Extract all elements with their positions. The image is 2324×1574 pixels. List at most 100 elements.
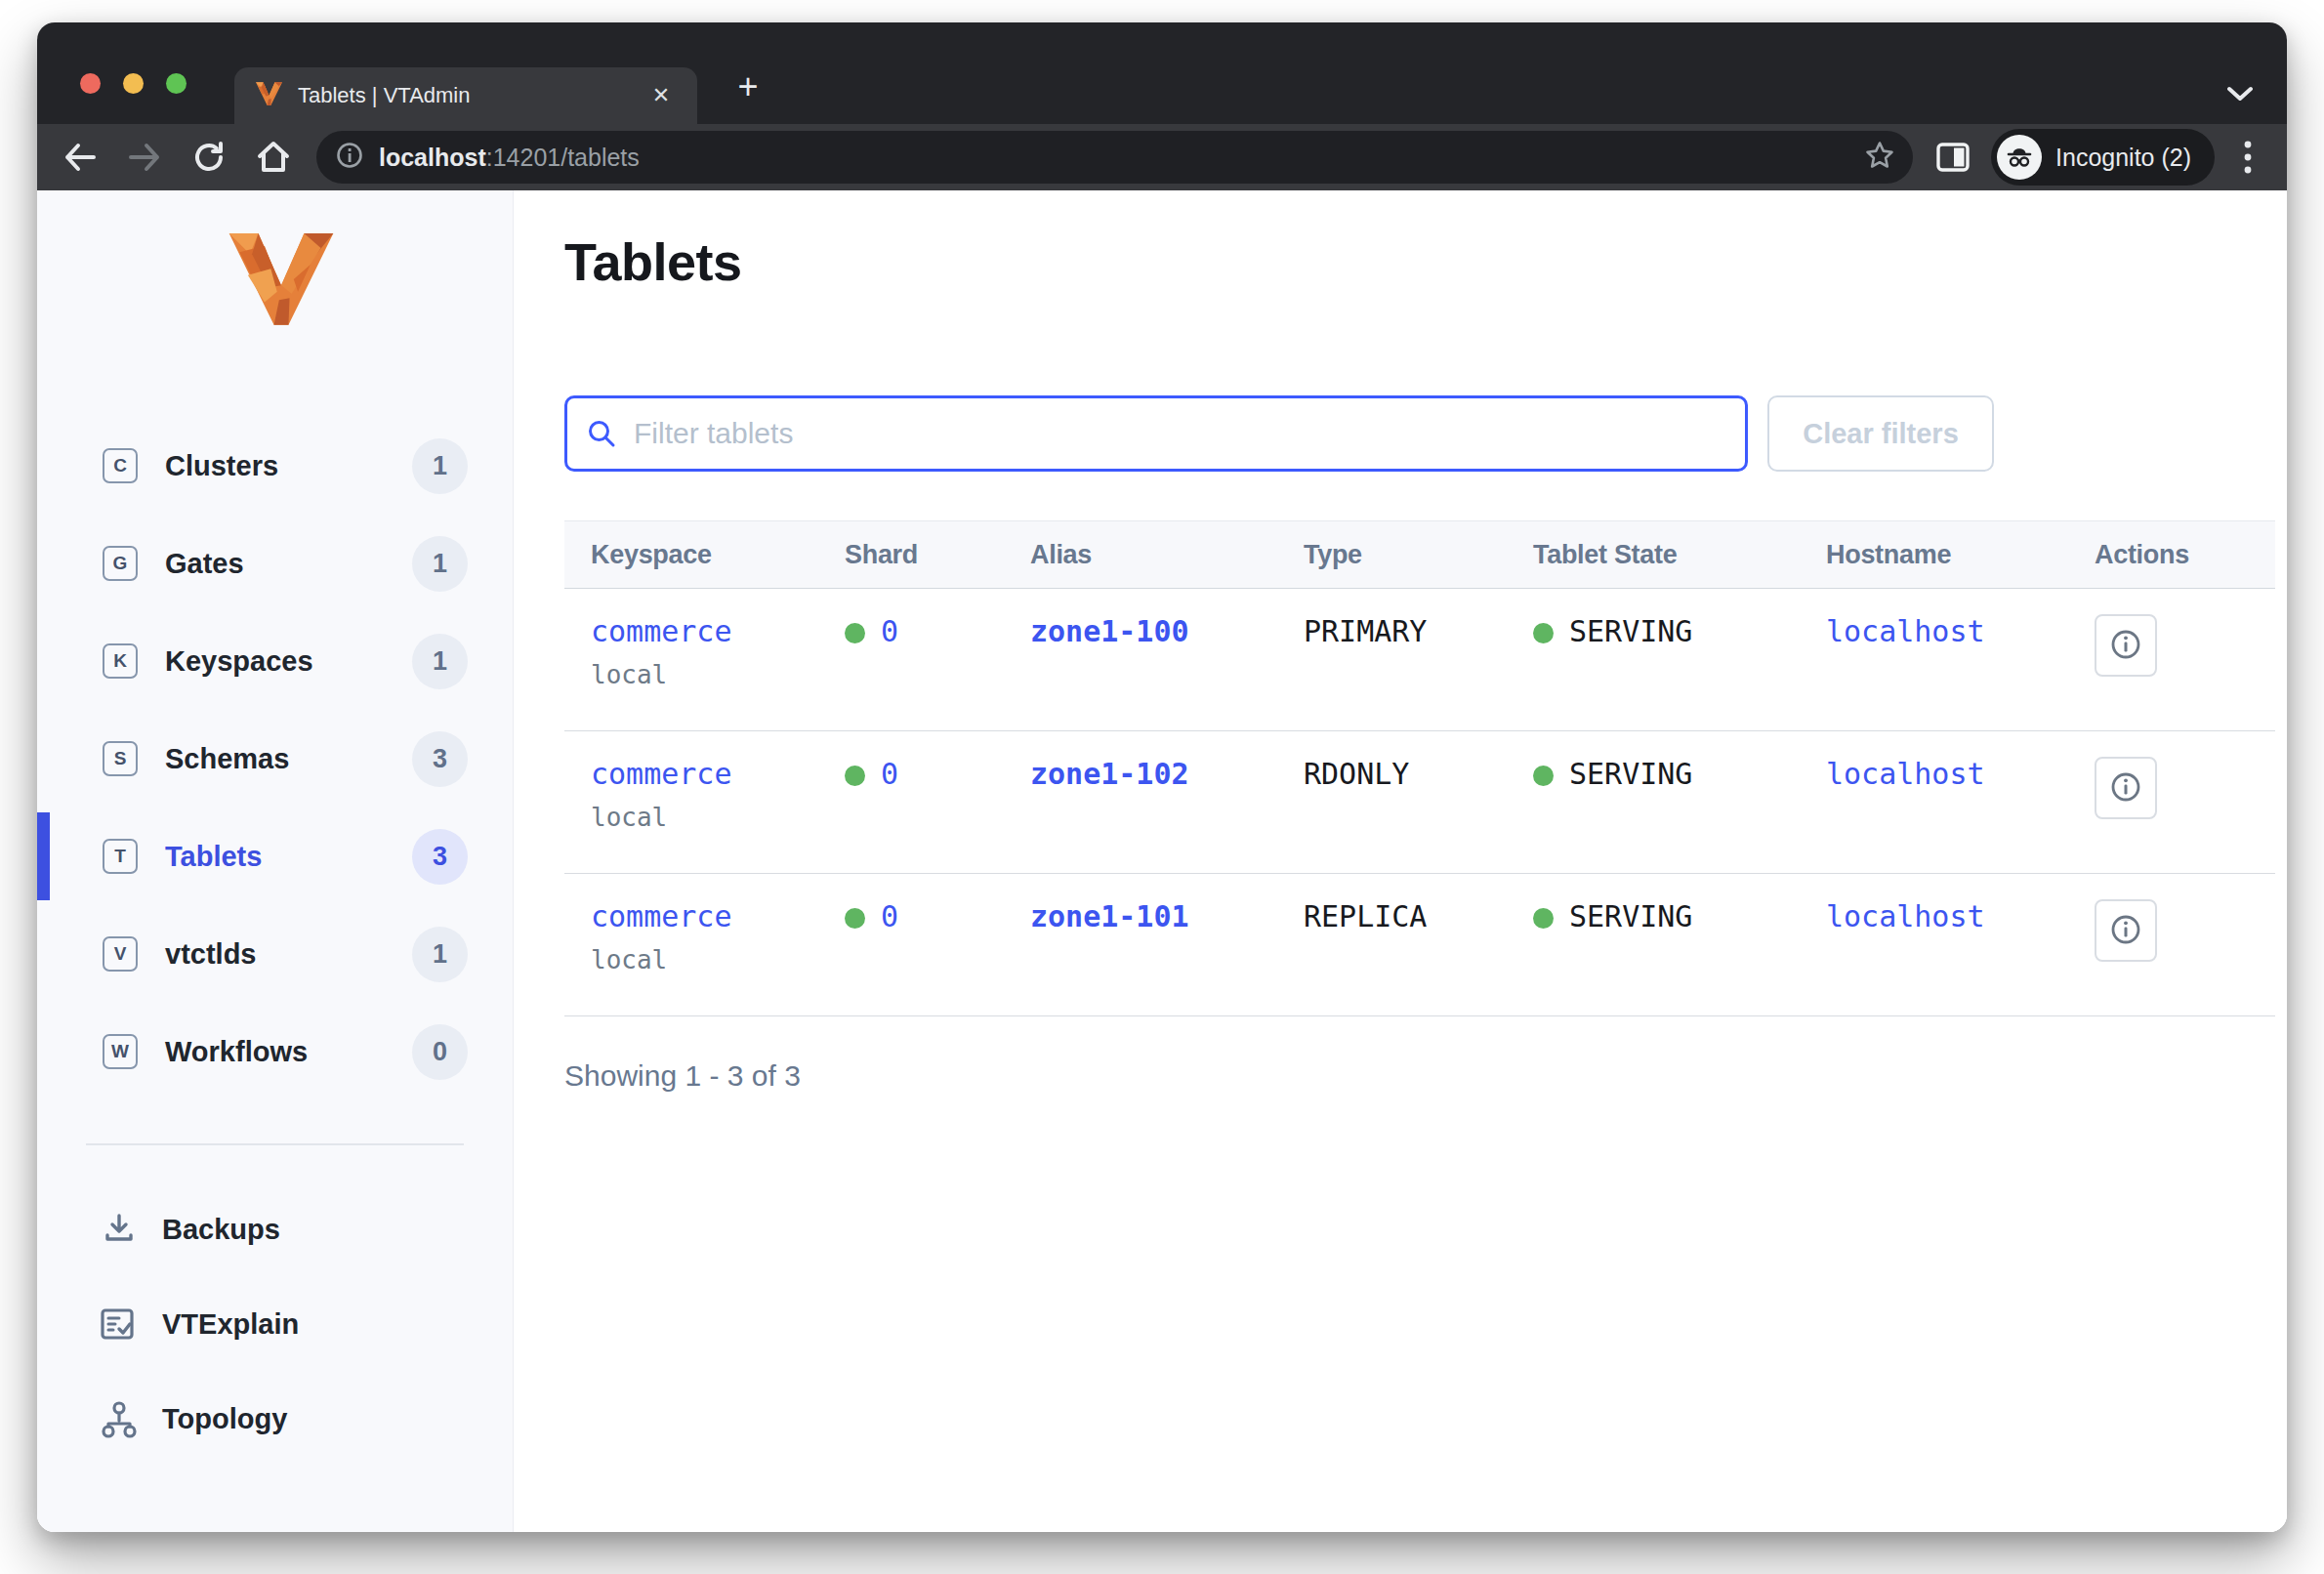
sidebar-item-gates[interactable]: GGates1 — [37, 515, 513, 612]
column-header: Hostname — [1800, 540, 2068, 570]
download-icon — [99, 1213, 140, 1248]
schemas-letter-icon: S — [103, 741, 138, 776]
actions-cell — [2068, 614, 2275, 677]
browser-tab[interactable]: Tablets | VTAdmin ✕ — [234, 67, 697, 124]
results-count: Showing 1 - 3 of 3 — [564, 1059, 801, 1093]
new-tab-button[interactable]: + — [726, 65, 769, 108]
side-panel-icon[interactable] — [1930, 136, 1975, 179]
sidebar-item-schemas[interactable]: SSchemas3 — [37, 710, 513, 808]
count-badge: 3 — [412, 829, 468, 885]
cluster-label: local — [591, 660, 818, 689]
sidebar-item-vtctlds[interactable]: Vvtctlds1 — [37, 905, 513, 1003]
reload-button[interactable] — [187, 136, 230, 179]
minimize-window-button[interactable] — [123, 73, 144, 94]
info-icon — [2109, 913, 2142, 949]
column-header: Keyspace — [564, 540, 818, 570]
shard-link[interactable]: 0 — [881, 614, 898, 648]
type-cell: REPLICA — [1277, 899, 1507, 933]
state-cell: SERVING — [1507, 614, 1800, 648]
incognito-icon — [1997, 135, 2042, 180]
sidebar-item-label: Workflows — [165, 1036, 308, 1068]
sidebar-item-tablets[interactable]: TTablets3 — [37, 808, 513, 905]
sidebar-item-keyspaces[interactable]: KKeyspaces1 — [37, 612, 513, 710]
table-body: commerce local 0 zone1-100 PRIMARY SERVING loc… — [564, 589, 2275, 1016]
filter-tablets-input[interactable] — [564, 395, 1748, 472]
sidebar-item-label: Clusters — [165, 450, 278, 482]
keyspace-cell: commercelocal — [564, 757, 818, 832]
alias-link[interactable]: zone1-100 — [1030, 614, 1189, 648]
tablet-type: PRIMARY — [1304, 614, 1427, 648]
clusters-letter-icon: C — [103, 448, 138, 483]
tablet-type: RDONLY — [1304, 757, 1409, 791]
close-window-button[interactable] — [80, 73, 101, 94]
back-button[interactable] — [59, 136, 102, 179]
page-content: CClusters1GGates1KKeyspaces1SSchemas3TTa… — [37, 190, 2287, 1532]
shard-link[interactable]: 0 — [881, 899, 898, 933]
browser-window: Tablets | VTAdmin ✕ + — [37, 22, 2287, 1532]
vitess-logo[interactable] — [227, 233, 336, 331]
type-cell: RDONLY — [1277, 757, 1507, 791]
clear-filters-button[interactable]: Clear filters — [1767, 395, 1994, 472]
search-icon — [586, 418, 617, 453]
column-header: Type — [1277, 540, 1507, 570]
shard-status-dot — [845, 766, 865, 786]
count-badge: 1 — [412, 438, 468, 494]
bookmark-star-icon[interactable] — [1864, 140, 1895, 175]
forward-button[interactable] — [123, 136, 166, 179]
sidebar-item-label: Backups — [162, 1214, 280, 1246]
shard-link[interactable]: 0 — [881, 757, 898, 791]
alias-link[interactable]: zone1-101 — [1030, 899, 1189, 933]
hostname-link[interactable]: localhost — [1826, 757, 1985, 791]
tablet-info-button[interactable] — [2095, 899, 2157, 962]
tablets-table: KeyspaceShardAliasTypeTablet StateHostna… — [564, 520, 2275, 1016]
tablet-info-button[interactable] — [2095, 757, 2157, 819]
column-header: Alias — [1004, 540, 1277, 570]
keyspace-link[interactable]: commerce — [591, 899, 732, 933]
info-icon — [2109, 770, 2142, 807]
tablet-info-button[interactable] — [2095, 614, 2157, 677]
keyspace-cell: commerce local — [564, 614, 818, 689]
sidebar-item-clusters[interactable]: C Clusters 1 — [37, 417, 513, 515]
sidebar-item-workflows[interactable]: WWorkflows0 — [37, 1003, 513, 1100]
serving-status-dot — [1533, 908, 1554, 929]
tab-title: Tablets | VTAdmin — [298, 83, 629, 108]
tablet-state: SERVING — [1569, 614, 1692, 648]
sidebar-item-backups[interactable]: Backups — [37, 1182, 513, 1277]
tablet-type: REPLICA — [1304, 899, 1427, 933]
keyspace-link[interactable]: commerce — [591, 757, 732, 791]
filter-controls: Clear filters — [564, 395, 1994, 472]
sidebar-item-label: Keyspaces — [165, 645, 313, 678]
sidebar-item-label: VTExplain — [162, 1308, 299, 1341]
hostname-cell: localhost — [1800, 757, 2068, 791]
sidebar-divider — [86, 1143, 464, 1145]
tab-close-icon[interactable]: ✕ — [644, 79, 678, 112]
document-check-icon — [99, 1307, 140, 1343]
count-badge: 1 — [412, 927, 468, 982]
state-cell: SERVING — [1507, 757, 1800, 791]
alias-cell: zone1-101 — [1004, 899, 1277, 933]
count-badge: 1 — [412, 536, 468, 592]
sidebar-item-vtexplain[interactable]: VTExplain — [37, 1277, 513, 1372]
sidebar-item-topology[interactable]: Topology — [37, 1372, 513, 1467]
sidebar-item-label: Schemas — [165, 743, 289, 775]
hostname-link[interactable]: localhost — [1826, 899, 1985, 933]
actions-cell — [2068, 899, 2275, 962]
count-badge: 1 — [412, 634, 468, 689]
column-header: Actions — [2068, 540, 2275, 570]
sidebar-item-label: Topology — [162, 1403, 287, 1435]
site-info-icon[interactable] — [336, 142, 363, 173]
vtctlds-letter-icon: V — [103, 936, 138, 972]
browser-menu-icon[interactable] — [2228, 136, 2267, 179]
address-bar[interactable]: localhost:14201/tablets — [316, 131, 1913, 184]
shard-status-dot — [845, 623, 865, 643]
shard-cell: 0 — [818, 757, 1004, 791]
zoom-window-button[interactable] — [166, 73, 187, 94]
alias-link[interactable]: zone1-102 — [1030, 757, 1189, 791]
home-button[interactable] — [252, 136, 295, 179]
incognito-profile-badge[interactable]: Incognito (2) — [1991, 129, 2215, 186]
info-icon — [2109, 628, 2142, 664]
tab-search-chevron-icon[interactable] — [2219, 77, 2262, 110]
shard-cell: 0 — [818, 899, 1004, 933]
keyspace-link[interactable]: commerce — [591, 614, 732, 648]
hostname-link[interactable]: localhost — [1826, 614, 1985, 648]
